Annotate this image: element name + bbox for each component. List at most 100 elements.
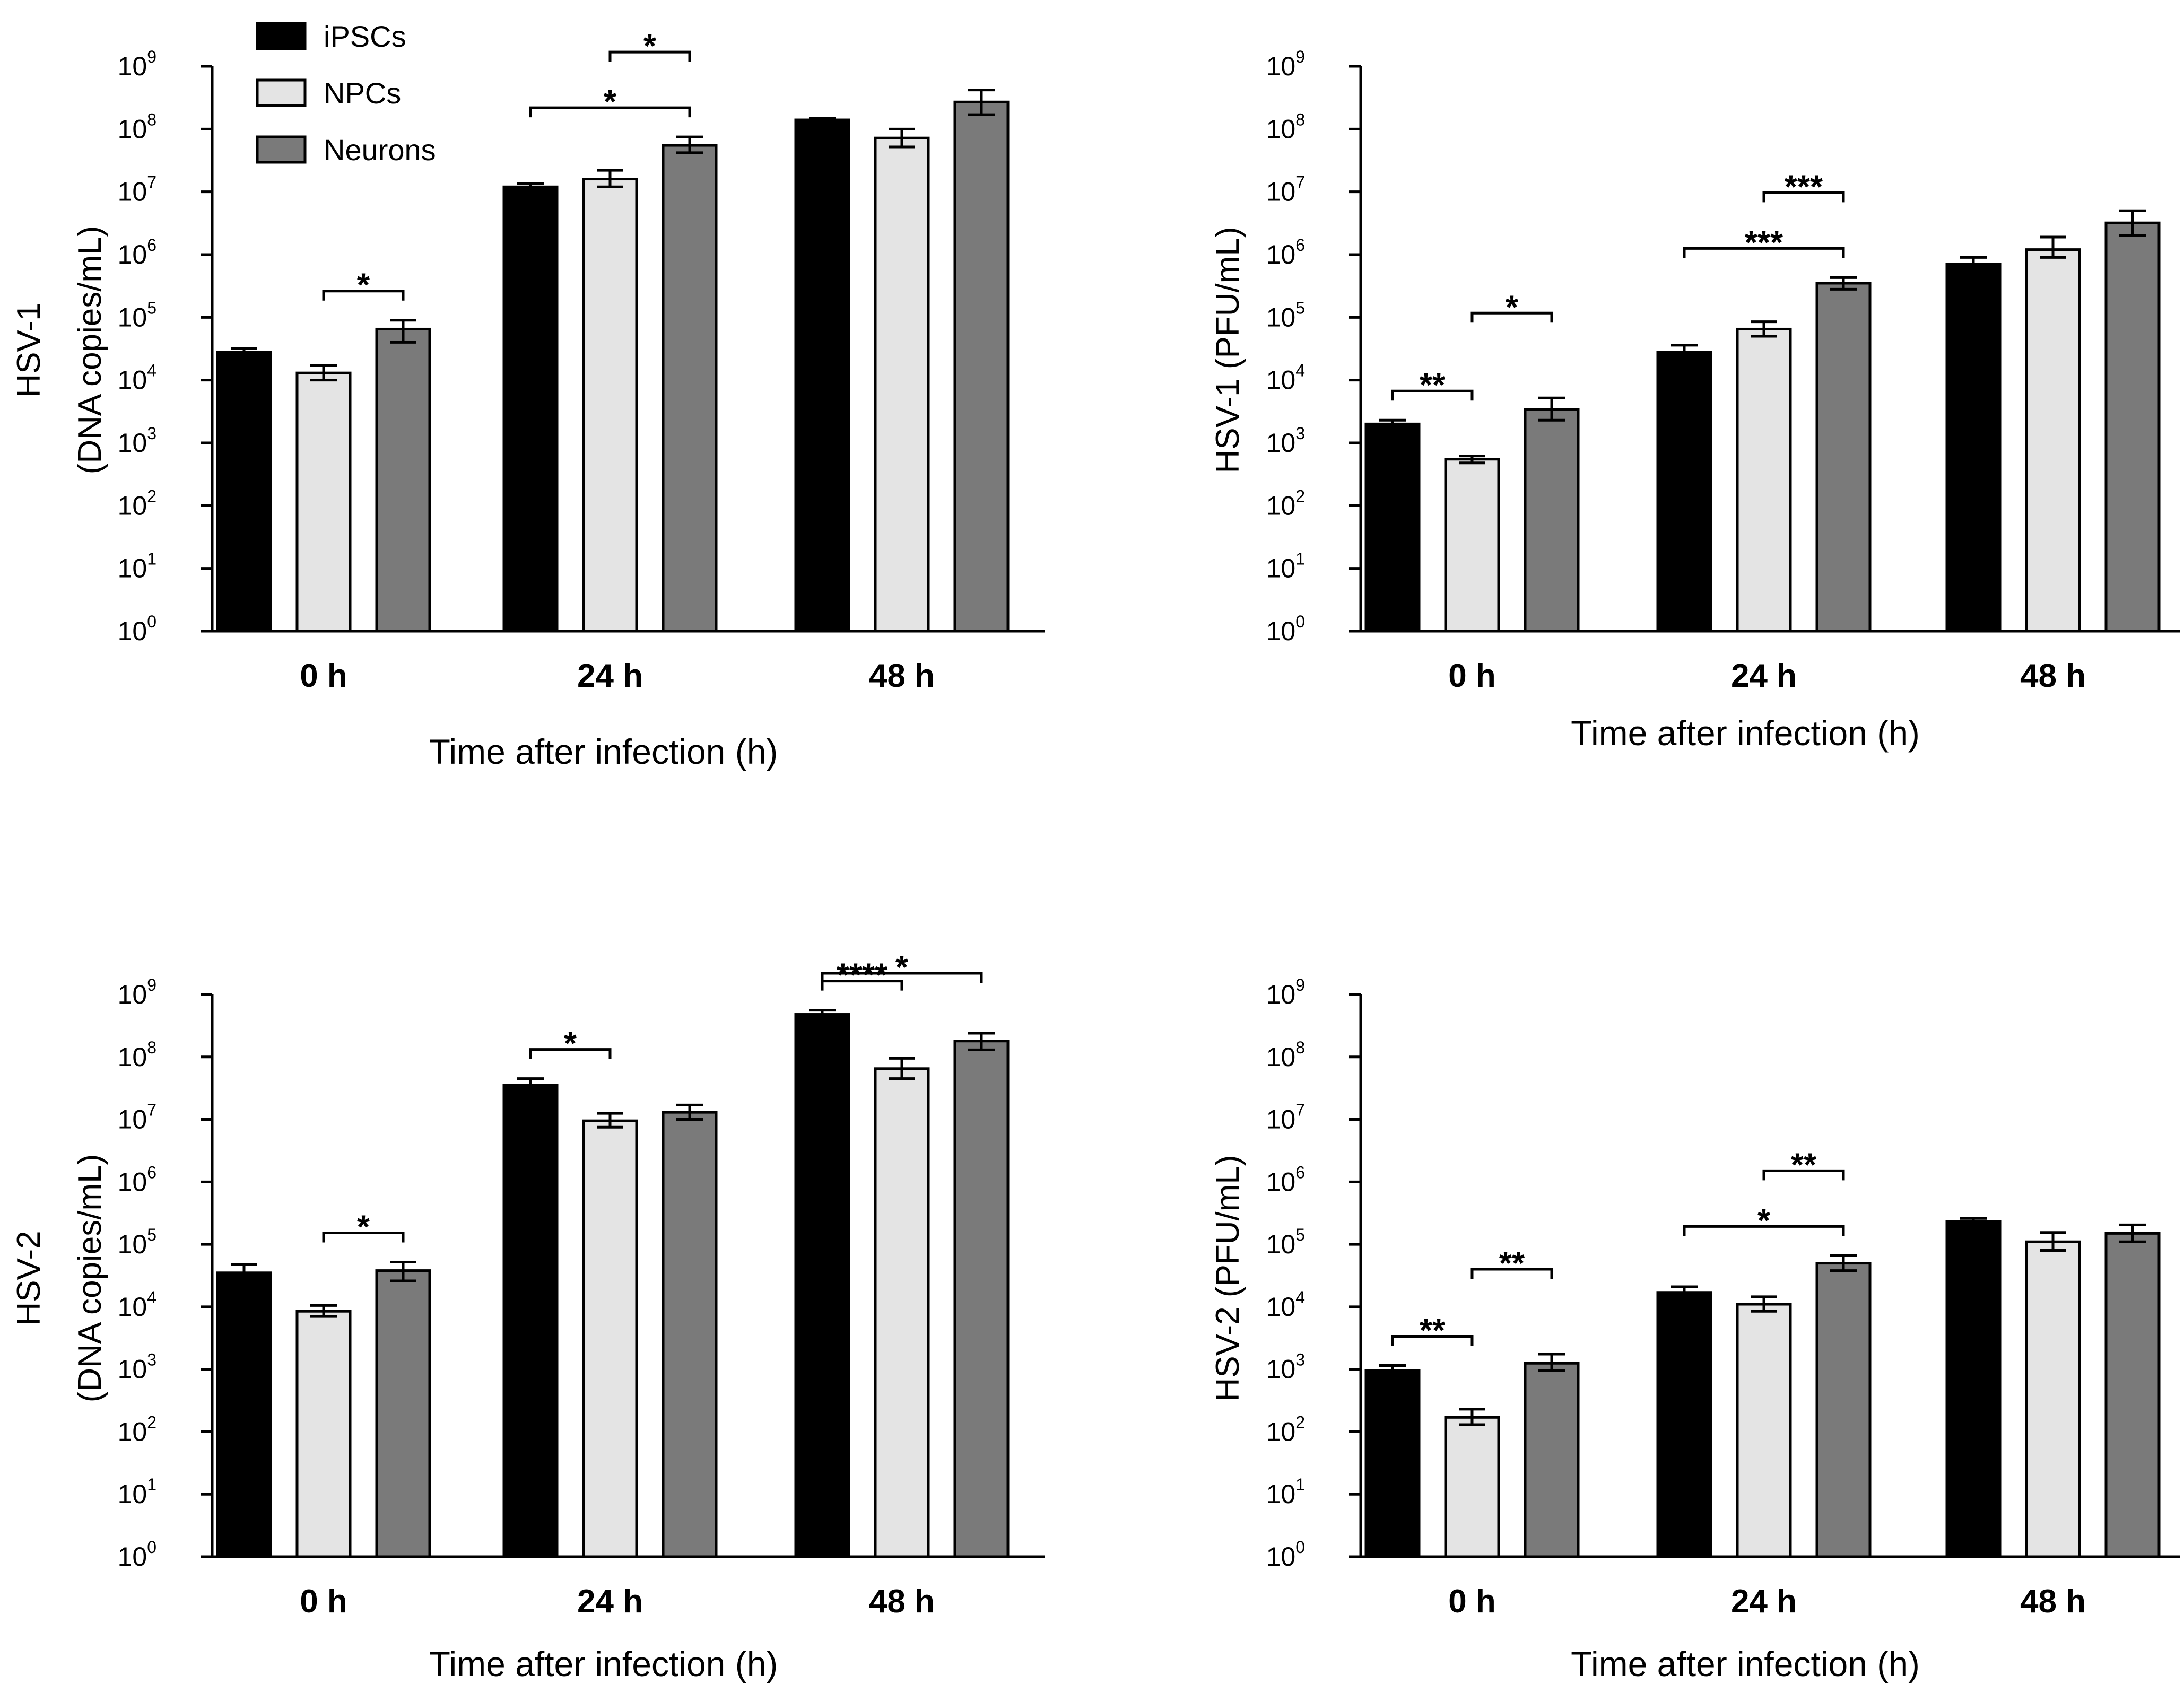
y-tick-label: 109	[118, 975, 156, 1009]
y-tick-label: 103	[118, 424, 156, 458]
y-tick-base: 10	[1266, 177, 1296, 207]
legend-swatch	[256, 22, 307, 50]
significance-label: ***	[1745, 224, 1783, 261]
bar	[1656, 351, 1712, 633]
y-tick-exponent: 8	[1295, 1038, 1305, 1057]
x-category-label: 24 h	[1731, 658, 1797, 694]
y-tick-label: 107	[118, 1101, 156, 1135]
bar	[2025, 248, 2081, 633]
y-tick-exponent: 5	[1295, 1225, 1305, 1244]
y-tick-base: 10	[118, 1417, 147, 1446]
y-tick-label: 108	[1266, 1038, 1305, 1072]
bar	[2104, 1232, 2161, 1558]
y-tick-label: 102	[118, 486, 156, 520]
bar	[874, 136, 930, 633]
y-tick-base: 10	[1266, 428, 1296, 458]
y-tick-label: 109	[1266, 47, 1305, 81]
legend: iPSCs NPCs Neurons	[256, 20, 436, 167]
y-tick-exponent: 6	[1295, 235, 1305, 255]
y-tick-exponent: 9	[1295, 975, 1305, 994]
significance-label: ***	[1785, 169, 1823, 205]
y-tick-label: 107	[1266, 173, 1305, 207]
y-tick-base: 10	[1266, 240, 1296, 269]
y-tick-base: 10	[1266, 51, 1296, 81]
y-tick-label: 103	[1266, 1350, 1305, 1384]
y-tick-label: 102	[118, 1412, 156, 1446]
y-tick-label: 107	[118, 173, 156, 207]
significance-label: ****	[837, 957, 888, 994]
y-tick-exponent: 7	[1295, 1101, 1305, 1120]
y-tick-exponent: 0	[1295, 612, 1305, 631]
bar	[375, 327, 431, 633]
y-tick-exponent: 4	[147, 361, 156, 380]
y-tick-base: 10	[1266, 1292, 1296, 1322]
bar	[874, 1067, 930, 1558]
bar	[2025, 1240, 2081, 1558]
y-tick-base: 10	[118, 240, 147, 269]
y-tick-label: 100	[1266, 612, 1305, 646]
significance-bracket	[1470, 311, 1553, 323]
y-tick-label: 104	[1266, 1288, 1305, 1322]
bar	[1945, 263, 2002, 633]
significance-bracket	[821, 980, 903, 991]
y-axis-title: (DNA copies/mL)	[72, 226, 108, 475]
y-tick-label: 109	[118, 47, 156, 81]
y-tick-label: 105	[1266, 1225, 1305, 1259]
y-tick-label: 103	[118, 1350, 156, 1384]
x-category-label: 48 h	[869, 1583, 935, 1620]
y-tick-base: 10	[118, 1042, 147, 1072]
y-tick-label: 106	[118, 235, 156, 269]
x-axis-title: Time after infection (h)	[1571, 1644, 1920, 1683]
y-tick-label: 104	[118, 1288, 156, 1322]
y-tick-base: 10	[1266, 1355, 1296, 1384]
y-tick-exponent: 9	[1295, 47, 1305, 66]
y-tick-label: 102	[1266, 486, 1305, 520]
y-tick-exponent: 1	[1295, 549, 1305, 569]
y-tick-base: 10	[1266, 1167, 1296, 1197]
bar	[216, 1271, 272, 1558]
y-tick-exponent: 0	[1295, 1538, 1305, 1557]
significance-bracket	[322, 290, 405, 301]
bar	[953, 100, 1010, 633]
y-tick-label: 101	[1266, 1475, 1305, 1509]
y-tick-label: 101	[118, 549, 156, 583]
y-tick-label: 109	[1266, 975, 1305, 1009]
y-tick-base: 10	[1266, 302, 1296, 332]
y-tick-base: 10	[1266, 1229, 1296, 1259]
y-tick-base: 10	[118, 302, 147, 332]
y-tick-exponent: 1	[147, 1475, 156, 1494]
significance-label: *	[604, 84, 617, 120]
bar	[2104, 221, 2161, 633]
y-tick-exponent: 9	[147, 975, 156, 994]
y-tick-exponent: 0	[147, 1538, 156, 1557]
y-tick-exponent: 6	[147, 235, 156, 255]
y-axis-title: (DNA copies/mL)	[72, 1154, 108, 1403]
x-axis-title: Time after infection (h)	[429, 1644, 778, 1683]
y-tick-label: 105	[118, 298, 156, 332]
bar	[1945, 1220, 2002, 1558]
y-tick-label: 105	[1266, 298, 1305, 332]
bar	[216, 351, 272, 633]
bar	[662, 1111, 718, 1558]
bar	[662, 144, 718, 633]
y-tick-exponent: 4	[147, 1288, 156, 1307]
bar	[1444, 1416, 1500, 1558]
significance-bracket	[608, 50, 691, 62]
y-tick-base: 10	[1266, 616, 1296, 646]
y-tick-base: 10	[1266, 491, 1296, 520]
x-category-label: 48 h	[2020, 1583, 2086, 1620]
legend-label: iPSCs	[324, 20, 406, 53]
y-tick-base: 10	[118, 428, 147, 458]
y-tick-label: 101	[118, 1475, 156, 1509]
y-tick-exponent: 3	[1295, 424, 1305, 443]
significance-bracket	[1391, 1335, 1474, 1346]
y-tick-base: 10	[1266, 980, 1296, 1009]
y-tick-base: 10	[118, 980, 147, 1009]
legend-label: Neurons	[324, 133, 436, 167]
y-tick-exponent: 8	[1295, 110, 1305, 129]
bar	[1524, 1362, 1580, 1558]
y-tick-base: 10	[118, 177, 147, 207]
significance-bracket	[1762, 191, 1845, 203]
x-category-label: 48 h	[869, 658, 935, 694]
